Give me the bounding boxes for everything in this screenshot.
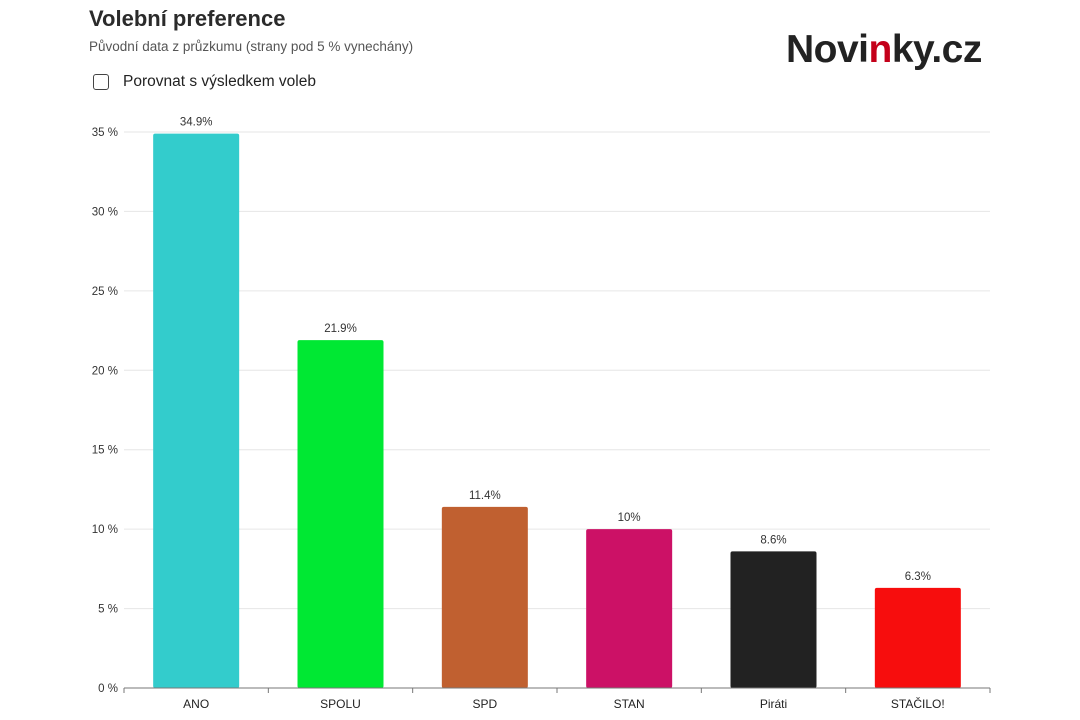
bar-spolu[interactable]: [297, 340, 384, 688]
grid-lines: [124, 131, 990, 610]
y-tick-label: 0 %: [98, 683, 118, 695]
chart-subtitle: Původní data z průzkumu (strany pod 5 % …: [89, 39, 414, 54]
compare-label: Porovnat s výsledkem voleb: [123, 73, 316, 90]
bar-value-label: 34.9%: [180, 117, 213, 129]
bar-value-label: 21.9%: [324, 323, 357, 335]
bar-value-label: 8.6%: [760, 534, 786, 546]
bar-spd[interactable]: [441, 506, 528, 688]
bar-ano[interactable]: [153, 133, 240, 689]
bars: 34.9% 21.9% 11.4% 10% 8.6% 6.3%: [153, 117, 961, 689]
logo-text-accent: n: [868, 28, 893, 71]
x-category-label: SPOLU: [320, 697, 361, 711]
y-tick-label: 15 %: [92, 445, 118, 457]
bar-value-label: 10%: [618, 512, 641, 524]
compare-checkbox[interactable]: [93, 74, 109, 90]
x-axis: ANO SPOLU SPD STAN Piráti STAČILO!: [123, 687, 991, 711]
x-category-label: STAN: [614, 697, 645, 711]
x-category-label: STAČILO!: [891, 696, 945, 711]
y-tick-label: 25 %: [92, 286, 118, 298]
logo-text-start: Novi: [786, 28, 869, 71]
y-tick-label: 10 %: [92, 524, 118, 536]
y-tick-label: 5 %: [98, 604, 118, 616]
bar-piráti[interactable]: [730, 551, 817, 688]
y-axis-ticks: 0 % 5 % 10 % 15 % 20 % 25 % 30 % 35 %: [92, 127, 118, 695]
y-tick-label: 20 %: [92, 365, 118, 377]
bar-stan[interactable]: [586, 529, 673, 688]
y-tick-label: 30 %: [92, 206, 118, 218]
compare-toggle[interactable]: Porovnat s výsledkem voleb: [93, 73, 316, 91]
x-category-label: SPD: [472, 697, 497, 711]
novinky-logo[interactable]: Novinky.cz: [786, 28, 982, 72]
x-category-label: ANO: [183, 697, 209, 711]
bar-stačilo![interactable]: [874, 587, 961, 688]
chart-title: Volební preference: [89, 6, 286, 31]
logo-text-end: ky.cz: [891, 28, 983, 71]
bar-value-label: 6.3%: [905, 571, 931, 583]
y-tick-label: 35 %: [92, 127, 118, 139]
bar-value-label: 11.4%: [469, 490, 501, 502]
x-category-label: Piráti: [760, 697, 787, 711]
